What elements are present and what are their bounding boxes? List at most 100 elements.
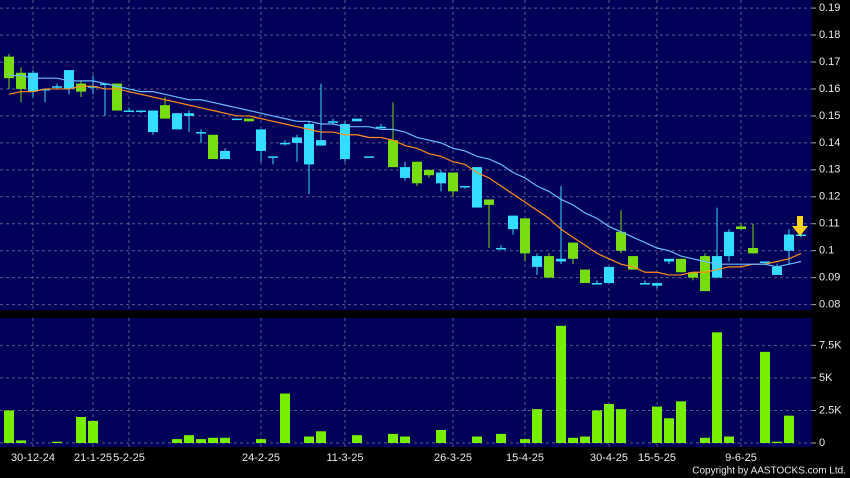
volume-bar [352, 435, 362, 443]
candle-body [88, 86, 98, 88]
volume-bar [664, 418, 674, 443]
candle-body [472, 167, 482, 208]
x-tick-label: 24-2-25 [242, 452, 280, 464]
volume-bar [616, 409, 626, 443]
candle-body [316, 140, 326, 146]
x-tick-label: 30-12-24 [11, 452, 55, 464]
volume-bar [760, 351, 770, 443]
volume-panel [0, 318, 812, 447]
candle-body [232, 118, 242, 121]
candle-body [532, 256, 542, 267]
price-panel [0, 0, 812, 310]
y-tick-label: 0.15 [819, 110, 840, 122]
volume-bar [280, 393, 290, 443]
candle-body [544, 256, 554, 278]
candle-body [520, 218, 530, 254]
candle-body [712, 256, 722, 278]
volume-bar [400, 436, 410, 443]
y-tick-label: 0.13 [819, 164, 840, 176]
candle-body [4, 56, 14, 79]
candle-body [784, 234, 794, 251]
volume-bar [304, 436, 314, 443]
candle-body [64, 70, 74, 89]
candle-body [460, 186, 470, 188]
volume-bar [556, 325, 566, 443]
y-tick-label: 0.19 [819, 2, 840, 14]
candle-body [268, 156, 278, 158]
volume-bar [676, 401, 686, 443]
x-tick-label: 30-4-25 [590, 452, 628, 464]
moving-average-line [8, 85, 802, 276]
candle-body [40, 88, 50, 91]
volume-bar [316, 431, 326, 443]
candle-body [556, 258, 566, 262]
candle-body [700, 256, 710, 292]
candle-body [400, 167, 410, 178]
y-tick-label: 0.16 [819, 83, 840, 95]
candle-body [412, 161, 422, 184]
plot: 0.08 0.09 0.1 0.11 0.12 0.13 0.14 0.15 0.16 0.17 0… [0, 0, 842, 464]
candle-body [280, 142, 290, 145]
copyright: Copyright by AASTOCKS.com Ltd. [692, 466, 846, 477]
candle-body [76, 83, 86, 92]
candle-body [376, 126, 386, 129]
candle-body [580, 269, 590, 284]
candle-body [592, 283, 602, 285]
candle-body [484, 199, 494, 205]
candle-body [724, 231, 734, 257]
volume-bar [208, 437, 218, 443]
candle-body [352, 118, 362, 122]
candle-body [16, 72, 26, 89]
candle-body [760, 261, 770, 263]
candle-body [148, 110, 158, 133]
y-tick-label: 5K [819, 372, 833, 384]
volume-bar [196, 439, 206, 443]
y-tick-label: 0.14 [819, 137, 840, 149]
candle-body [748, 248, 758, 254]
x-tick-label: 5-2-25 [113, 452, 145, 464]
volume-bar [256, 439, 266, 443]
candle-body [628, 256, 638, 270]
candle-body [616, 231, 626, 251]
candle-body [388, 140, 398, 168]
candle-body [244, 118, 254, 122]
volume-bar [76, 416, 86, 443]
volume-bar [16, 440, 26, 443]
candle-body [340, 124, 350, 160]
y-tick-label: 0.18 [819, 29, 840, 41]
y-tick-label: 0.12 [819, 191, 840, 203]
candle-body [796, 234, 806, 237]
volume-bar [700, 437, 710, 443]
candle-body [124, 110, 134, 113]
x-tick-label: 15-4-25 [506, 452, 544, 464]
candle-body [688, 272, 698, 278]
x-tick-label: 15-5-25 [638, 452, 676, 464]
volume-bar [220, 437, 230, 443]
candle-body [220, 150, 230, 160]
volume-bar [592, 410, 602, 443]
volume-bar [520, 439, 530, 443]
candle-body [28, 72, 38, 92]
candle-body [652, 283, 662, 286]
candle-body [448, 172, 458, 192]
x-tick-label: 11-3-25 [326, 452, 363, 464]
volume-bar [724, 436, 734, 443]
marker-arrow [792, 216, 808, 236]
candle-body [52, 86, 62, 88]
candle-body [736, 226, 746, 230]
x-tick-label: 21-1-25 [74, 452, 112, 464]
candle-body [496, 248, 506, 250]
y-tick-label: 0.1 [819, 245, 834, 257]
candle-body [424, 169, 434, 176]
candle-body [664, 258, 674, 262]
volume-bar [436, 429, 446, 443]
candle-body [196, 132, 206, 134]
candle-body [136, 110, 146, 113]
candle-body [436, 172, 446, 184]
y-tick-label: 0.09 [819, 272, 840, 284]
candle-body [100, 83, 110, 86]
candle-body [172, 113, 182, 130]
y-tick-label: 0 [819, 437, 825, 449]
volume-bar [580, 436, 590, 443]
